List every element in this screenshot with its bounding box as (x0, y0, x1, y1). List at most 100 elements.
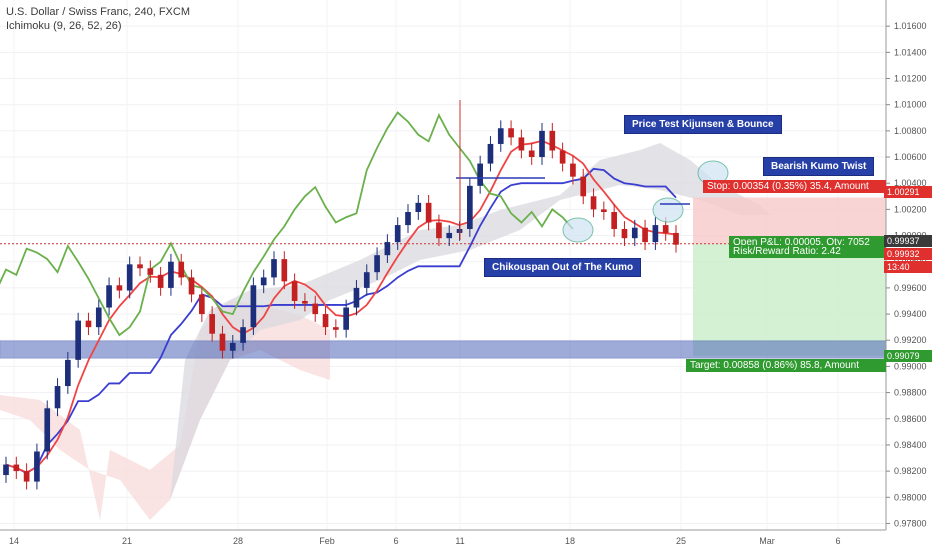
candle-body (611, 212, 617, 230)
candles (3, 120, 679, 490)
candle-body (662, 225, 669, 233)
candle-body (673, 232, 679, 245)
highlight-circle (562, 217, 594, 243)
y-tick-label: 1.01600 (894, 21, 927, 31)
candle-body (518, 137, 525, 151)
x-tick-label: Mar (759, 536, 775, 546)
y-tick-label: 1.00400 (894, 178, 927, 188)
candle-body (580, 176, 587, 197)
candle-body (652, 225, 659, 243)
candle-body (106, 285, 112, 308)
candle-body (353, 287, 360, 308)
candle-body (54, 386, 61, 409)
x-tick-label: 6 (835, 536, 840, 546)
candle-body (65, 359, 71, 387)
candle-body (394, 225, 401, 243)
candle-body (44, 408, 51, 452)
candle-body (147, 268, 154, 275)
y-tick-label: 1.01000 (894, 100, 927, 110)
candle-body (116, 285, 123, 291)
candle-body (497, 128, 504, 144)
candle-body (539, 130, 545, 158)
candle-body (415, 202, 422, 212)
candle-body (199, 294, 205, 315)
countdown-tag: 13:40 (884, 261, 932, 273)
stop-label: Stop: 0.00354 (0.35%) 35.4, Amount (703, 180, 886, 193)
target-price-tag: 0.99079 (884, 350, 932, 362)
candle-body (590, 196, 597, 210)
candle-body (34, 451, 40, 482)
x-tick-label: 18 (565, 536, 575, 546)
y-tick-label: 0.98000 (894, 492, 927, 502)
annotation-kijunsen-bounce: Price Test Kijunsen & Bounce (624, 115, 782, 134)
candle-body (436, 222, 442, 239)
y-tick-label: 1.00200 (894, 204, 927, 214)
candle-body (601, 209, 607, 212)
y-tick-label: 1.00800 (894, 126, 927, 136)
entry-price-tag: 0.99937 (884, 235, 932, 247)
candle-body (219, 333, 226, 351)
candle-body (23, 471, 30, 482)
candle-body (126, 264, 133, 291)
candle-body (528, 150, 535, 158)
chikou-span-line (0, 111, 574, 337)
x-tick-label: 21 (122, 536, 132, 546)
stop-price-tag: 1.00291 (884, 186, 932, 198)
candle-body (477, 163, 483, 186)
kumo-cloud (0, 143, 770, 520)
annotation-bearish-kumo-twist: Bearish Kumo Twist (763, 157, 875, 176)
y-tick-label: 0.98400 (894, 440, 927, 450)
candle-body (425, 202, 432, 223)
x-tick-label: 14 (9, 536, 19, 546)
candle-body (3, 464, 9, 476)
candle-body (302, 300, 308, 304)
risk-reward-label: Risk/Reward Ratio: 2.42 (729, 245, 886, 258)
candle-body (178, 261, 185, 278)
marks (456, 100, 729, 243)
candle-body (291, 281, 298, 301)
candle-body (157, 274, 164, 288)
candle-body (85, 320, 92, 328)
candle-body (559, 150, 566, 164)
y-tick-label: 0.97800 (894, 518, 927, 528)
candle-body (384, 242, 391, 256)
y-tick-label: 0.99000 (894, 361, 927, 371)
candle-body (95, 307, 102, 328)
x-tick-label: 28 (233, 536, 243, 546)
candle-body (570, 163, 576, 177)
symbol-title: U.S. Dollar / Swiss Franc, 240, FXCM (6, 6, 190, 18)
y-tick-label: 1.00600 (894, 152, 927, 162)
candle-body (642, 227, 648, 243)
candle-body (322, 314, 329, 328)
x-tick-label: 11 (455, 536, 464, 546)
y-tick-label: 0.98800 (894, 388, 927, 398)
target-zone (693, 243, 886, 357)
y-tick-label: 1.01400 (894, 47, 927, 57)
x-tick-label: Feb (319, 536, 335, 546)
time-axis[interactable]: 14 21 28 Feb 6 11 18 25 Mar 6 (0, 529, 886, 546)
y-tick-label: 1.01200 (894, 74, 927, 84)
candle-body (446, 232, 453, 239)
candle-body (229, 342, 236, 351)
candle-body (631, 227, 638, 239)
candle-body (13, 464, 20, 472)
candle-body (137, 264, 143, 269)
annotation-chikouspan: Chikouspan Out of The Kumo (484, 258, 642, 277)
candle-body (405, 212, 411, 226)
y-tick-label: 0.99200 (894, 335, 927, 345)
x-tick-label: 6 (393, 536, 398, 546)
kumo-past (0, 300, 330, 520)
candle-body (363, 272, 370, 288)
support-band (0, 340, 887, 359)
x-tick-label: 25 (676, 536, 686, 546)
candle-body (467, 185, 473, 230)
candle-body (312, 303, 319, 315)
candle-body (549, 130, 556, 151)
y-tick-label: 0.98600 (894, 414, 927, 424)
target-label: Target: 0.00858 (0.86%) 85.8, Amount (686, 359, 886, 372)
candle-body (487, 143, 494, 164)
candle-body (621, 229, 628, 239)
candle-body (250, 285, 257, 328)
indicator-title: Ichimoku (9, 26, 52, 26) (6, 20, 122, 32)
